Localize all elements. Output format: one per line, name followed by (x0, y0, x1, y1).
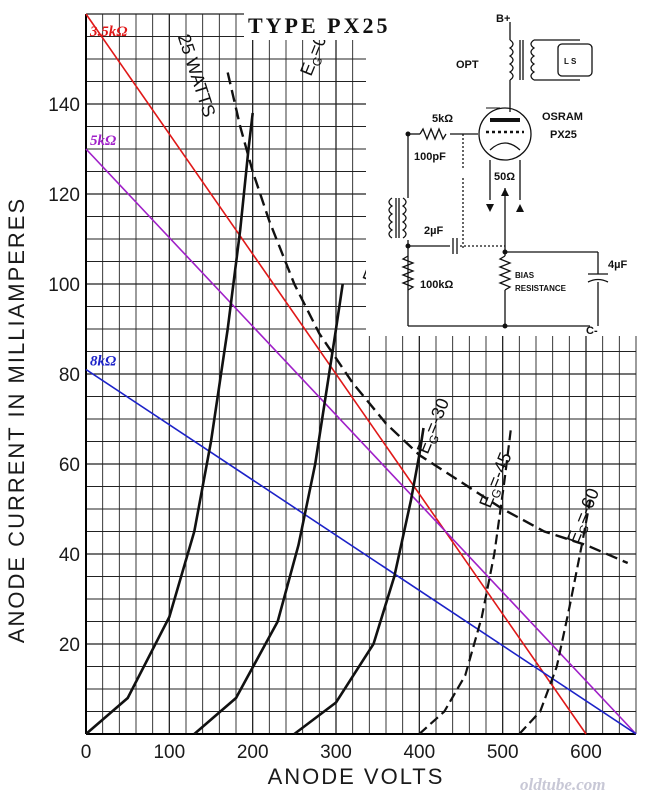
load-line (85, 13, 587, 735)
characteristic-curve (85, 112, 254, 735)
opt-secondary-coil (530, 39, 536, 81)
chart-title: TYPE PX25 (248, 13, 391, 38)
label-bias-1: BIAS (515, 271, 535, 280)
y-tick-label: 120 (48, 185, 80, 206)
label-bypass-capacitor: 4µF (608, 259, 627, 271)
load-lines: 3.5kΩ 5kΩ 8kΩ (85, 13, 637, 735)
x-axis-title: ANODE VOLTS (268, 764, 445, 789)
label-b-plus: B+ (496, 13, 510, 25)
dissipation-label: 25 WATTS (174, 32, 220, 120)
tick-labels: 0 100 200 300 400 500 600 20 40 60 80 100 120 140 (48, 95, 602, 763)
y-tick-label: 100 (48, 275, 80, 296)
interstage-transformer-primary (388, 197, 394, 239)
label-tube-maker: OSRAM (542, 111, 583, 123)
y-tick-label: 40 (59, 545, 80, 566)
loudspeaker-box (557, 43, 593, 77)
x-tick-label: 200 (237, 742, 269, 763)
characteristic-curve (193, 283, 344, 735)
dissipation-curve-line (226, 72, 629, 565)
curve-label: EG=-45 (475, 449, 518, 511)
load-line-label: 8kΩ (90, 354, 116, 370)
label-tube-type: PX25 (550, 129, 577, 141)
tube-anode-plate (490, 118, 520, 122)
grid-leak-resistor (401, 255, 415, 291)
label-coupling-capacitor: 2µF (424, 225, 443, 237)
x-tick-label: 0 (81, 742, 92, 763)
x-tick-label: 300 (320, 742, 352, 763)
label-c-minus: C- (586, 325, 598, 337)
label-grid-resistor: 5kΩ (432, 113, 453, 125)
y-tick-label: 140 (48, 95, 80, 116)
label-grid-capacitor: 100pF (414, 151, 446, 163)
grid-stopper-resistor (419, 127, 447, 141)
tube-envelope (478, 107, 532, 161)
amplifier-schematic-inset: B+ OPT L S 5kΩ 100pF OSRAM PX25 50Ω 2µF … (244, 4, 646, 337)
x-tick-label: 100 (153, 742, 185, 763)
load-line (85, 368, 637, 735)
characteristic-curve (518, 499, 592, 735)
y-axis-title: ANODE CURRENT IN MILLIAMPERES (4, 197, 29, 643)
label-grid-leak: 100kΩ (420, 279, 453, 291)
load-line (85, 148, 637, 735)
opt-primary-coil (508, 39, 514, 81)
label-filament-resistor: 50Ω (494, 171, 515, 183)
watermark: oldtube.com (520, 775, 605, 794)
y-tick-label: 80 (59, 365, 80, 386)
x-tick-label: 600 (570, 742, 602, 763)
characteristic-curve (418, 427, 513, 735)
label-bias-2: RESISTANCE (515, 284, 567, 293)
x-tick-label: 500 (487, 742, 519, 763)
interstage-transformer-secondary (401, 197, 407, 239)
x-tick-label: 400 (403, 742, 435, 763)
label-ls: L S (564, 57, 577, 66)
y-tick-label: 60 (59, 455, 80, 476)
load-line-label: 5kΩ (90, 133, 116, 149)
bias-resistor (498, 255, 512, 291)
load-line-label: 3.5kΩ (89, 24, 127, 40)
chart-axes (85, 14, 636, 735)
label-opt: OPT (456, 59, 479, 71)
y-tick-label: 20 (59, 635, 80, 656)
title-background (244, 12, 392, 40)
